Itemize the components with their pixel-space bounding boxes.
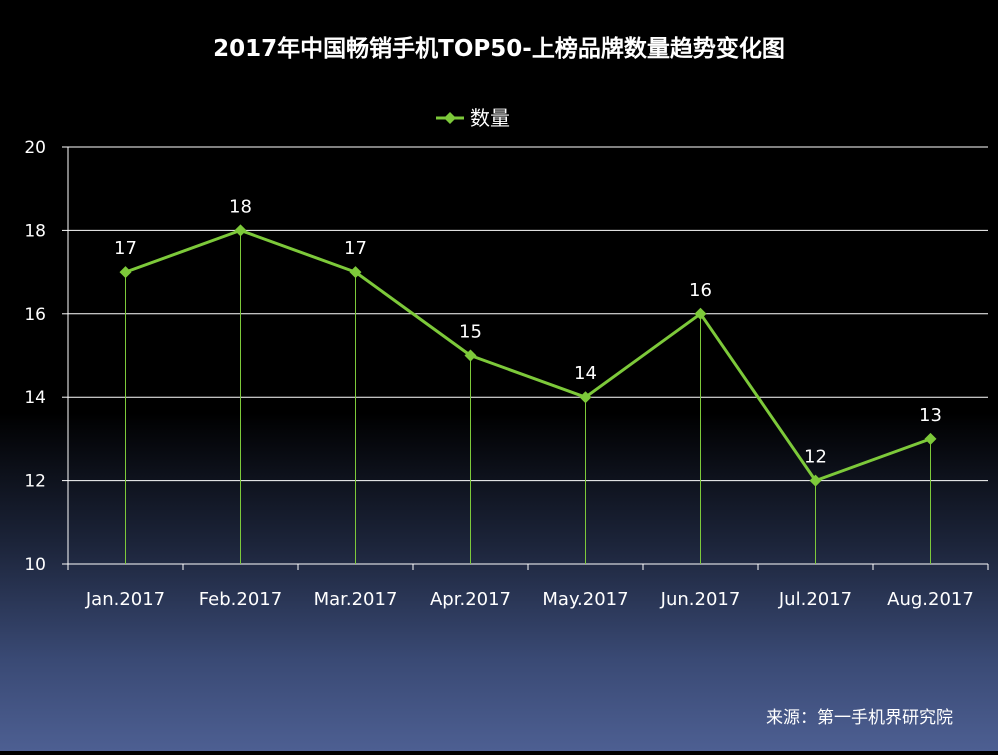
drop-lines [125,230,931,564]
legend-label: 数量 [470,106,510,130]
x-tick-label: Aug.2017 [887,589,974,610]
x-tick-labels: Jan.2017 Feb.2017 Mar.2017 Apr.2017 May.2017… [85,589,974,610]
x-tick-label: Apr.2017 [430,589,511,610]
y-tick-label: 16 [24,305,46,325]
y-tick-label: 14 [24,388,46,408]
source-note: 来源：第一手机界研究院 [766,708,953,728]
x-tick-label: Feb.2017 [199,589,282,610]
legend-marker [444,112,456,124]
data-labels: 17 18 17 15 14 16 12 13 [114,196,942,467]
grid-lines [68,146,988,482]
data-points [119,224,937,487]
data-point [809,474,822,487]
chart-title: 2017年中国畅销手机TOP50-上榜品牌数量趋势变化图 [213,35,785,62]
data-label: 17 [344,238,367,259]
data-label: 13 [919,405,942,426]
data-label: 17 [114,238,137,259]
y-tick-label: 12 [24,472,46,492]
series-line-path [124,228,932,483]
data-point [579,391,592,404]
x-tick-label: Mar.2017 [314,589,398,610]
data-label: 16 [689,280,712,301]
axes [62,146,989,570]
data-label: 18 [229,196,252,217]
y-tick-labels: 10 12 14 16 18 20 [24,138,46,575]
series-line [124,228,932,483]
y-tick-label: 10 [24,555,46,575]
x-tick-label: Jun.2017 [660,589,741,610]
legend: 数量 [436,106,510,130]
x-tick-label: Jan.2017 [85,589,165,610]
y-tick-label: 18 [24,221,46,241]
data-point [349,266,362,279]
data-label: 14 [574,363,597,384]
y-tick-label: 20 [24,138,46,158]
data-point [464,349,477,362]
data-label: 15 [459,322,482,343]
data-label: 12 [804,447,827,468]
data-point [234,224,247,237]
data-point [694,307,707,320]
x-tick-label: Jul.2017 [778,589,852,610]
data-point [119,266,132,279]
data-point [924,432,937,445]
x-tick-label: May.2017 [542,589,628,610]
